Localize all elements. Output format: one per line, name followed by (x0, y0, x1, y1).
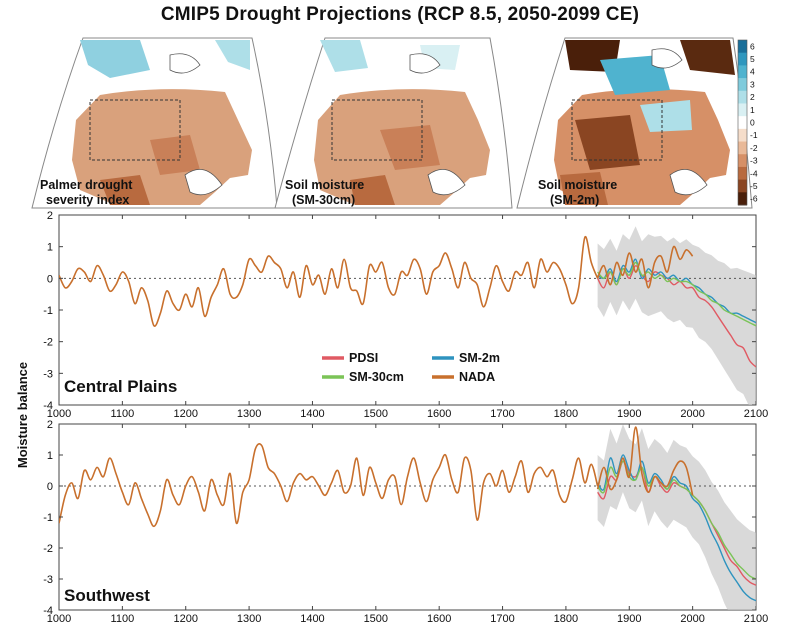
x-tick-label: 1600 (427, 613, 451, 625)
colorbar-swatch (738, 40, 747, 54)
colorbar-swatch (738, 179, 747, 193)
colorbar-tick-label: 4 (750, 67, 755, 77)
colorbar-swatch (738, 128, 747, 143)
region-label: Southwest (64, 586, 150, 605)
x-tick-label: 1500 (364, 408, 388, 420)
region-label: Central Plains (64, 377, 177, 396)
colorbar: 6 5 4 3 2 1 0 -1 -2 -3 -4 -5 -6 (737, 39, 758, 206)
colorbar-tick-label: 1 (750, 105, 755, 115)
colorbar-tick-label: 2 (750, 92, 755, 102)
x-tick-label: 1300 (237, 408, 261, 420)
y-tick-label: -1 (43, 512, 53, 524)
y-tick-label: -3 (43, 574, 53, 586)
x-tick-label: 1900 (617, 613, 641, 625)
colorbar-tick-label: 5 (750, 54, 755, 64)
legend-label: SM-30cm (349, 370, 404, 384)
x-tick-label: 1300 (237, 613, 261, 625)
y-tick-label: -2 (43, 543, 53, 555)
y-tick-label: 2 (47, 210, 53, 222)
legend-label: SM-2m (459, 351, 500, 365)
series-nada (59, 443, 599, 528)
chart-panel-southwest: 1000 1100 1200 1300 1400 1500 1600 1700 1800 1900… (43, 419, 768, 625)
legend-label: NADA (459, 370, 495, 384)
x-tick-label: 1400 (300, 613, 324, 625)
colorbar-tick-label: -6 (750, 194, 758, 204)
y-tick-label: -4 (43, 605, 53, 617)
colorbar-swatch (738, 192, 747, 206)
colorbar-tick-label: 6 (750, 41, 755, 51)
colorbar-swatch (738, 103, 747, 117)
colorbar-swatch (738, 52, 747, 66)
map-label-line2: severity index (46, 193, 129, 207)
x-tick-label: 1700 (490, 408, 514, 420)
colorbar-tick-label: 0 (750, 118, 755, 128)
series-sm-2m (597, 454, 756, 602)
y-tick-label: 0 (47, 481, 53, 493)
map-label-line1: Soil moisture (538, 178, 617, 192)
series-sm-30cm (597, 261, 756, 327)
x-tick-label: 1600 (427, 408, 451, 420)
map-panel-pdsi: Palmer drought severity index (31, 37, 278, 209)
map-label-line1: Soil moisture (285, 178, 364, 192)
colorbar-tick-label: -1 (750, 130, 758, 140)
colorbar-swatch (738, 90, 747, 104)
y-tick-label: 1 (47, 450, 53, 462)
legend: PDSI SM-2m SM-30cm NADA (322, 351, 500, 384)
colorbar-tick-label: 3 (750, 79, 755, 89)
y-tick-label: -1 (43, 305, 53, 317)
y-tick-label: 2 (47, 419, 53, 431)
series-nada-1850-2005 (596, 245, 694, 289)
y-axis-label: Moisture balance (15, 362, 30, 468)
y-tick-label: -4 (43, 400, 53, 412)
x-tick-label: 1400 (300, 408, 324, 420)
chart-panel-central-plains: 1000 1100 1200 1300 1400 1500 1600 1700 1800 1900… (43, 210, 768, 420)
x-tick-label: 1700 (490, 613, 514, 625)
x-tick-label: 1100 (111, 408, 135, 420)
colorbar-swatch (738, 154, 747, 168)
x-tick-label: 1000 (47, 613, 71, 625)
colorbar-tick-label: -3 (750, 156, 758, 166)
x-tick-label: 1500 (364, 613, 388, 625)
colorbar-swatch (738, 141, 747, 155)
x-tick-label: 1000 (47, 408, 71, 420)
x-tick-label: 1200 (173, 408, 197, 420)
series-nada (59, 235, 599, 327)
map-panel-sm30: Soil moisture (SM-30cm) (274, 37, 513, 209)
series-nada-1850-2005 (596, 426, 694, 496)
y-tick-label: -3 (43, 368, 53, 380)
x-tick-label: 1200 (173, 613, 197, 625)
x-tick-label: 2000 (680, 408, 704, 420)
colorbar-tick-label: -2 (750, 143, 758, 153)
x-tick-label: 1800 (554, 408, 578, 420)
map-label-line1: Palmer drought (40, 178, 133, 192)
x-tick-label: 1100 (111, 613, 135, 625)
model-spread-band (597, 424, 756, 610)
x-tick-label: 2100 (744, 408, 768, 420)
map-panel-sm2m: Soil moisture (SM-2m) (516, 37, 753, 209)
map-label-line2: (SM-2m) (550, 193, 599, 207)
x-tick-label: 1800 (554, 613, 578, 625)
y-tick-label: 0 (47, 273, 53, 285)
colorbar-swatch (738, 116, 747, 130)
x-tick-label: 2000 (680, 613, 704, 625)
figure-title: CMIP5 Drought Projections (RCP 8.5, 2050… (160, 4, 640, 25)
y-tick-label: 1 (47, 242, 53, 254)
map-label-line2: (SM-30cm) (292, 193, 355, 207)
x-tick-label: 1900 (617, 408, 641, 420)
colorbar-swatch (738, 78, 747, 92)
colorbar-tick-label: -4 (750, 168, 758, 178)
colorbar-tick-label: -5 (750, 181, 758, 191)
legend-label: PDSI (349, 351, 378, 365)
colorbar-swatch (738, 65, 747, 79)
y-tick-label: -2 (43, 337, 53, 349)
series-sm-30cm (597, 460, 756, 580)
x-tick-label: 2100 (744, 613, 768, 625)
colorbar-swatch (738, 166, 747, 181)
